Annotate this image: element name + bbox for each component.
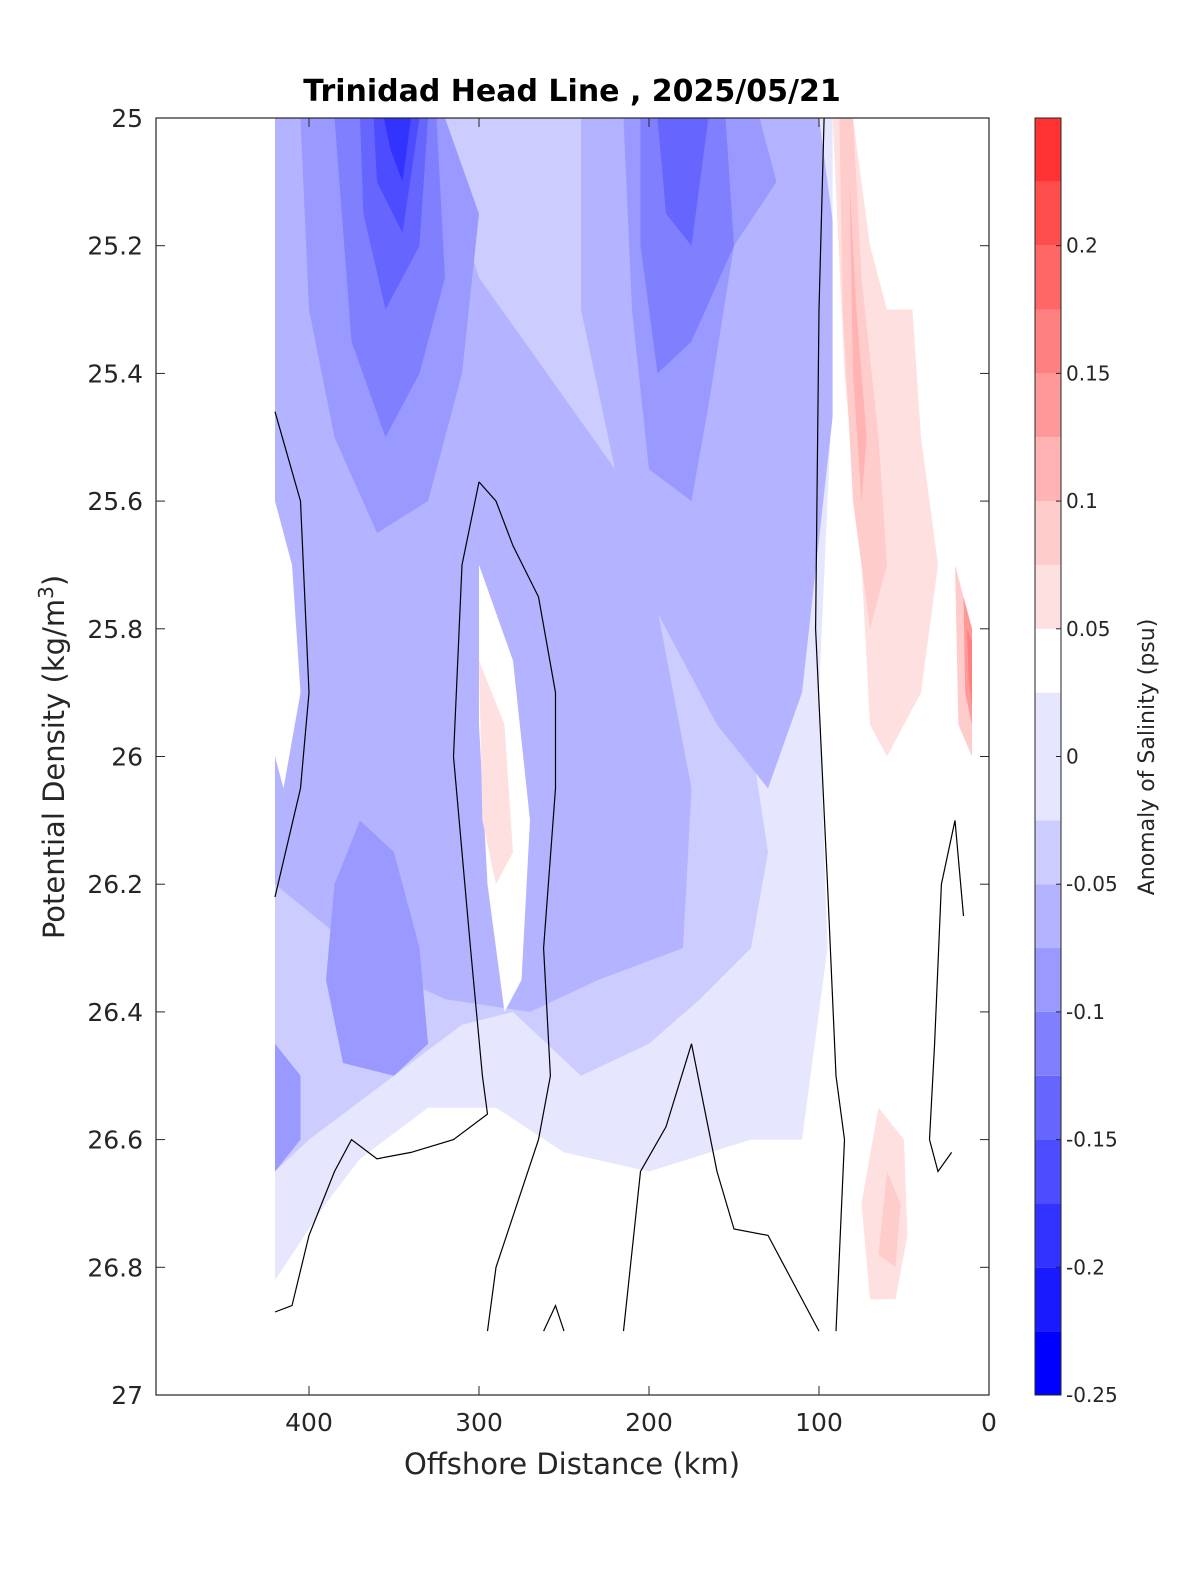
- colorbar-segment: [1035, 1011, 1061, 1076]
- colorbar: 0.2 0.15 0.1 0.05 0 -0.05 -0.1 -0.15 -0.2 -0.25: [1034, 117, 1118, 1407]
- contour-region: [878, 1171, 901, 1268]
- zero-contour-line: [928, 820, 965, 1140]
- y-axis-label-main: Potential Density (kg/m: [37, 599, 71, 939]
- colorbar-segment: [1035, 884, 1061, 949]
- y-tick-label: 26: [111, 743, 143, 772]
- colorbar-tick-label: 0.1: [1066, 489, 1098, 513]
- zero-contour-line: [478, 481, 557, 1332]
- colorbar-tick-label: -0.15: [1066, 1128, 1118, 1152]
- contour-region: [657, 118, 709, 246]
- y-tick-label: 26.2: [87, 870, 143, 899]
- x-tick-label: 0: [981, 1408, 997, 1437]
- contour-region: [275, 501, 301, 789]
- y-axis-label-close: ): [37, 575, 71, 586]
- colorbar-tick-label: -0.2: [1066, 1255, 1105, 1279]
- contour-region: [383, 118, 411, 182]
- zero-contour-line: [814, 118, 846, 1332]
- contour-region: [966, 628, 972, 706]
- zero-contour-line: [622, 1043, 820, 1332]
- colorbar-segment: [1035, 501, 1061, 565]
- y-tick-label: 26.4: [87, 998, 143, 1027]
- contour-region: [479, 660, 513, 885]
- zero-contour-line: [274, 411, 310, 898]
- x-tick-label: 200: [625, 1408, 673, 1437]
- colorbar-segment: [1035, 373, 1061, 438]
- colorbar-segment: [1035, 1075, 1061, 1140]
- colorbar-segment: [1035, 1203, 1061, 1268]
- x-axis-label: Offshore Distance (km): [404, 1447, 740, 1481]
- colorbar-segment: [1035, 309, 1061, 374]
- zero-contour-layer: [274, 118, 965, 1332]
- colorbar-segment: [1035, 564, 1061, 629]
- y-tick-label: 26.6: [87, 1126, 143, 1155]
- zero-contour-line: [543, 1303, 565, 1332]
- contour-fill-layer: [275, 118, 972, 1332]
- colorbar-segment: [1035, 437, 1061, 502]
- contour-region: [623, 1280, 675, 1332]
- colorbar-segment: [1035, 948, 1061, 1012]
- colorbar-tick-label: -0.25: [1066, 1383, 1118, 1407]
- zero-contour-line: [928, 1139, 953, 1173]
- colorbar-tick-label: 0.05: [1066, 617, 1111, 641]
- y-tick-label: 25.2: [87, 232, 143, 261]
- chart-title: Trinidad Head Line , 2025/05/21: [303, 74, 840, 109]
- y-tick-label: 25.4: [87, 359, 143, 388]
- contour-region: [334, 1216, 369, 1300]
- y-tick-label: 25.6: [87, 487, 143, 516]
- contour-region: [849, 181, 867, 502]
- contour-region: [963, 596, 972, 725]
- contour-region: [385, 1139, 479, 1268]
- axes: 400 300 200 100 0 25 25.2 25.4 25.6 25.8 26 26.2 26.…: [87, 104, 997, 1437]
- contour-region: [373, 118, 420, 233]
- x-tick-label: 400: [285, 1408, 333, 1437]
- colorbar-tick-label: 0.15: [1066, 361, 1111, 385]
- colorbar-segment: [1035, 245, 1061, 310]
- y-tick-label: 27: [111, 1381, 143, 1410]
- zero-contour-line: [274, 481, 489, 1313]
- colorbar-segment: [1035, 820, 1061, 885]
- colorbar-tick-label: 0.2: [1066, 234, 1098, 258]
- y-axis-label: Potential Density (kg/m3): [34, 575, 71, 939]
- colorbar-tick-label: -0.05: [1066, 872, 1118, 896]
- colorbar-segment: [1035, 181, 1061, 246]
- x-tick-label: 100: [795, 1408, 843, 1437]
- y-tick-label: 25: [111, 104, 143, 133]
- y-axis-label-superscript: 3: [34, 586, 58, 599]
- colorbar-tick-label: -0.1: [1066, 1000, 1105, 1024]
- contour-region: [326, 820, 428, 1076]
- contour-region: [275, 1043, 301, 1172]
- colorbar-segment: [1035, 1139, 1061, 1204]
- contour-region: [955, 564, 972, 757]
- y-tick-label: 26.8: [87, 1253, 143, 1282]
- colorbar-segment: [1035, 1331, 1061, 1395]
- colorbar-segment: [1035, 628, 1061, 693]
- colorbar-segment: [1035, 118, 1061, 182]
- colorbar-axis-label: Anomaly of Salinity (psu): [1135, 619, 1160, 896]
- colorbar-segment: [1035, 1267, 1061, 1332]
- x-tick-label: 300: [455, 1408, 503, 1437]
- colorbar-tick-label: 0: [1066, 745, 1079, 769]
- y-tick-label: 25.8: [87, 615, 143, 644]
